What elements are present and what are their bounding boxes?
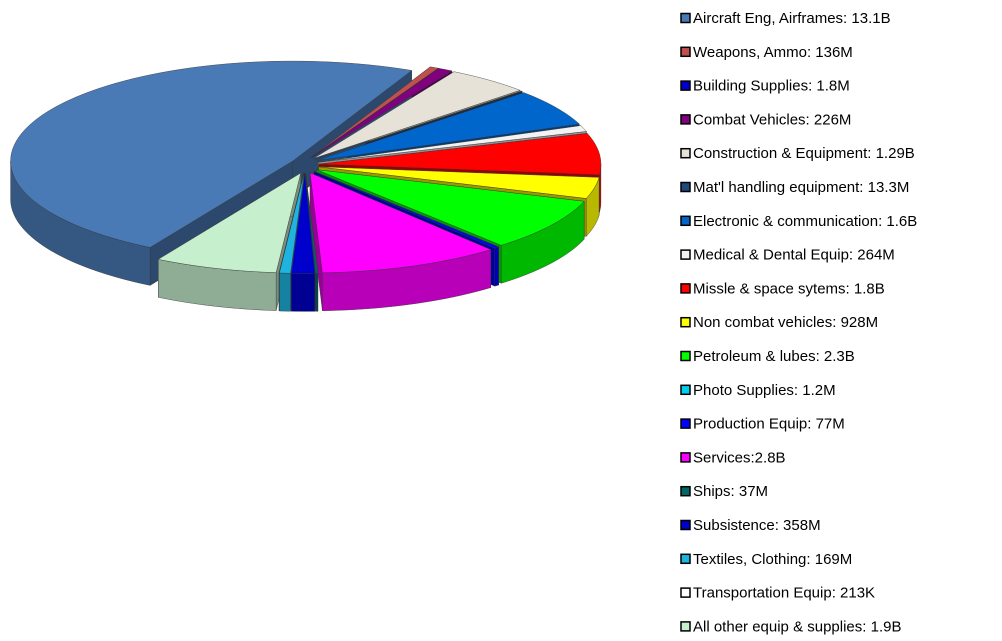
- legend-marker: [680, 114, 691, 125]
- legend-marker: [680, 519, 691, 531]
- legend-label: Petroleum & lubes: 2.3B: [693, 348, 855, 365]
- pie-tops: [10, 60, 602, 274]
- legend-marker: [680, 553, 691, 565]
- legend-marker: [680, 181, 691, 193]
- slice: [279, 173, 305, 274]
- legend-label: Transportation Equip: 213K: [693, 585, 875, 602]
- slice: [313, 71, 521, 159]
- legend-label: Photo Supplies: 1.2M: [693, 382, 836, 399]
- slice: [316, 169, 585, 246]
- legend-marker: [680, 350, 691, 362]
- legend-label: Building Supplies: 1.8M: [693, 78, 850, 95]
- legend-label: Services:2.8B: [693, 449, 786, 466]
- legend-marker: [680, 452, 691, 463]
- legend-marker: [680, 418, 691, 429]
- slice: [313, 171, 500, 249]
- legend-label: Medical & Dental Equip: 264M: [693, 247, 895, 264]
- legend-marker: [680, 215, 691, 227]
- slice: [305, 173, 319, 274]
- legend-marker: [680, 147, 691, 159]
- legend-label: Electronic & communication: 1.6B: [693, 213, 917, 230]
- slice: [311, 68, 453, 158]
- slice: [318, 125, 587, 163]
- legend-label: Textiles, Clothing: 169M: [693, 551, 852, 568]
- legend-label: All other equip & supplies: 1.9B: [693, 618, 901, 635]
- legend-label: Combat Vehicles: 226M: [693, 111, 851, 128]
- slice-outer-wall: [279, 272, 291, 312]
- legend-marker: [680, 46, 691, 58]
- legend-marker: [680, 316, 691, 328]
- slice: [291, 173, 316, 274]
- slice: [316, 92, 580, 161]
- legend-marker: [680, 587, 691, 598]
- slice: [309, 172, 492, 273]
- legend-marker: [680, 249, 691, 260]
- legend-label: Non combat vehicles: 928M: [693, 314, 878, 331]
- slice: [278, 173, 304, 274]
- slice-outer-wall: [494, 246, 499, 287]
- slice: [318, 133, 602, 175]
- legend-marker: [680, 80, 691, 91]
- legend-marker: [680, 283, 691, 294]
- legend-label: Weapons, Ammo: 136M: [693, 44, 853, 61]
- slice: [311, 68, 440, 158]
- legend-marker: [680, 12, 691, 24]
- slice: [318, 166, 600, 199]
- slice: [157, 172, 302, 273]
- legend-label: Production Equip: 77M: [693, 416, 845, 433]
- legend-marker: [680, 621, 691, 632]
- legend-label: Mat'l handling equipment: 13.3M: [693, 179, 909, 196]
- legend-label: Aircraft Eng, Airframes: 13.1B: [693, 10, 891, 27]
- legend-label: Construction & Equipment: 1.29B: [693, 145, 915, 162]
- slice: [10, 60, 413, 248]
- legend-marker: [680, 485, 691, 497]
- legend-label: Missle & space sytems: 1.8B: [693, 280, 885, 297]
- slice-outer-wall: [291, 273, 316, 312]
- legend-marker: [680, 384, 691, 396]
- slice-outer-wall: [315, 273, 319, 312]
- slice: [315, 90, 523, 160]
- legend-label: Ships: 37M: [693, 483, 768, 500]
- legend-label: Subsistence: 358M: [693, 517, 821, 534]
